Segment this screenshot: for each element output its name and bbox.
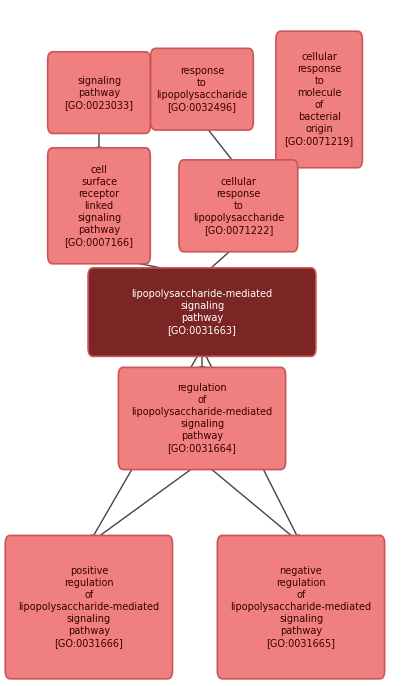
Text: regulation
of
lipopolysaccharide-mediated
signaling
pathway
[GO:0031664]: regulation of lipopolysaccharide-mediate… — [131, 383, 273, 453]
Text: cellular
response
to
molecule
of
bacterial
origin
[GO:0071219]: cellular response to molecule of bacteri… — [284, 52, 354, 147]
FancyBboxPatch shape — [179, 160, 298, 252]
FancyBboxPatch shape — [48, 52, 150, 133]
Text: cellular
response
to
lipopolysaccharide
[GO:0071222]: cellular response to lipopolysaccharide … — [193, 177, 284, 235]
FancyBboxPatch shape — [88, 268, 316, 357]
FancyBboxPatch shape — [48, 147, 150, 264]
FancyBboxPatch shape — [276, 32, 362, 168]
Text: cell
surface
receptor
linked
signaling
pathway
[GO:0007166]: cell surface receptor linked signaling p… — [65, 165, 133, 247]
FancyBboxPatch shape — [5, 535, 173, 679]
Text: response
to
lipopolysaccharide
[GO:0032496]: response to lipopolysaccharide [GO:00324… — [156, 66, 248, 113]
Text: positive
regulation
of
lipopolysaccharide-mediated
signaling
pathway
[GO:0031666: positive regulation of lipopolysaccharid… — [18, 566, 160, 648]
FancyBboxPatch shape — [217, 535, 385, 679]
Text: negative
regulation
of
lipopolysaccharide-mediated
signaling
pathway
[GO:0031665: negative regulation of lipopolysaccharid… — [230, 566, 372, 648]
Text: lipopolysaccharide-mediated
signaling
pathway
[GO:0031663]: lipopolysaccharide-mediated signaling pa… — [131, 289, 273, 335]
Text: signaling
pathway
[GO:0023033]: signaling pathway [GO:0023033] — [65, 75, 133, 110]
FancyBboxPatch shape — [118, 368, 286, 469]
FancyBboxPatch shape — [151, 49, 253, 130]
